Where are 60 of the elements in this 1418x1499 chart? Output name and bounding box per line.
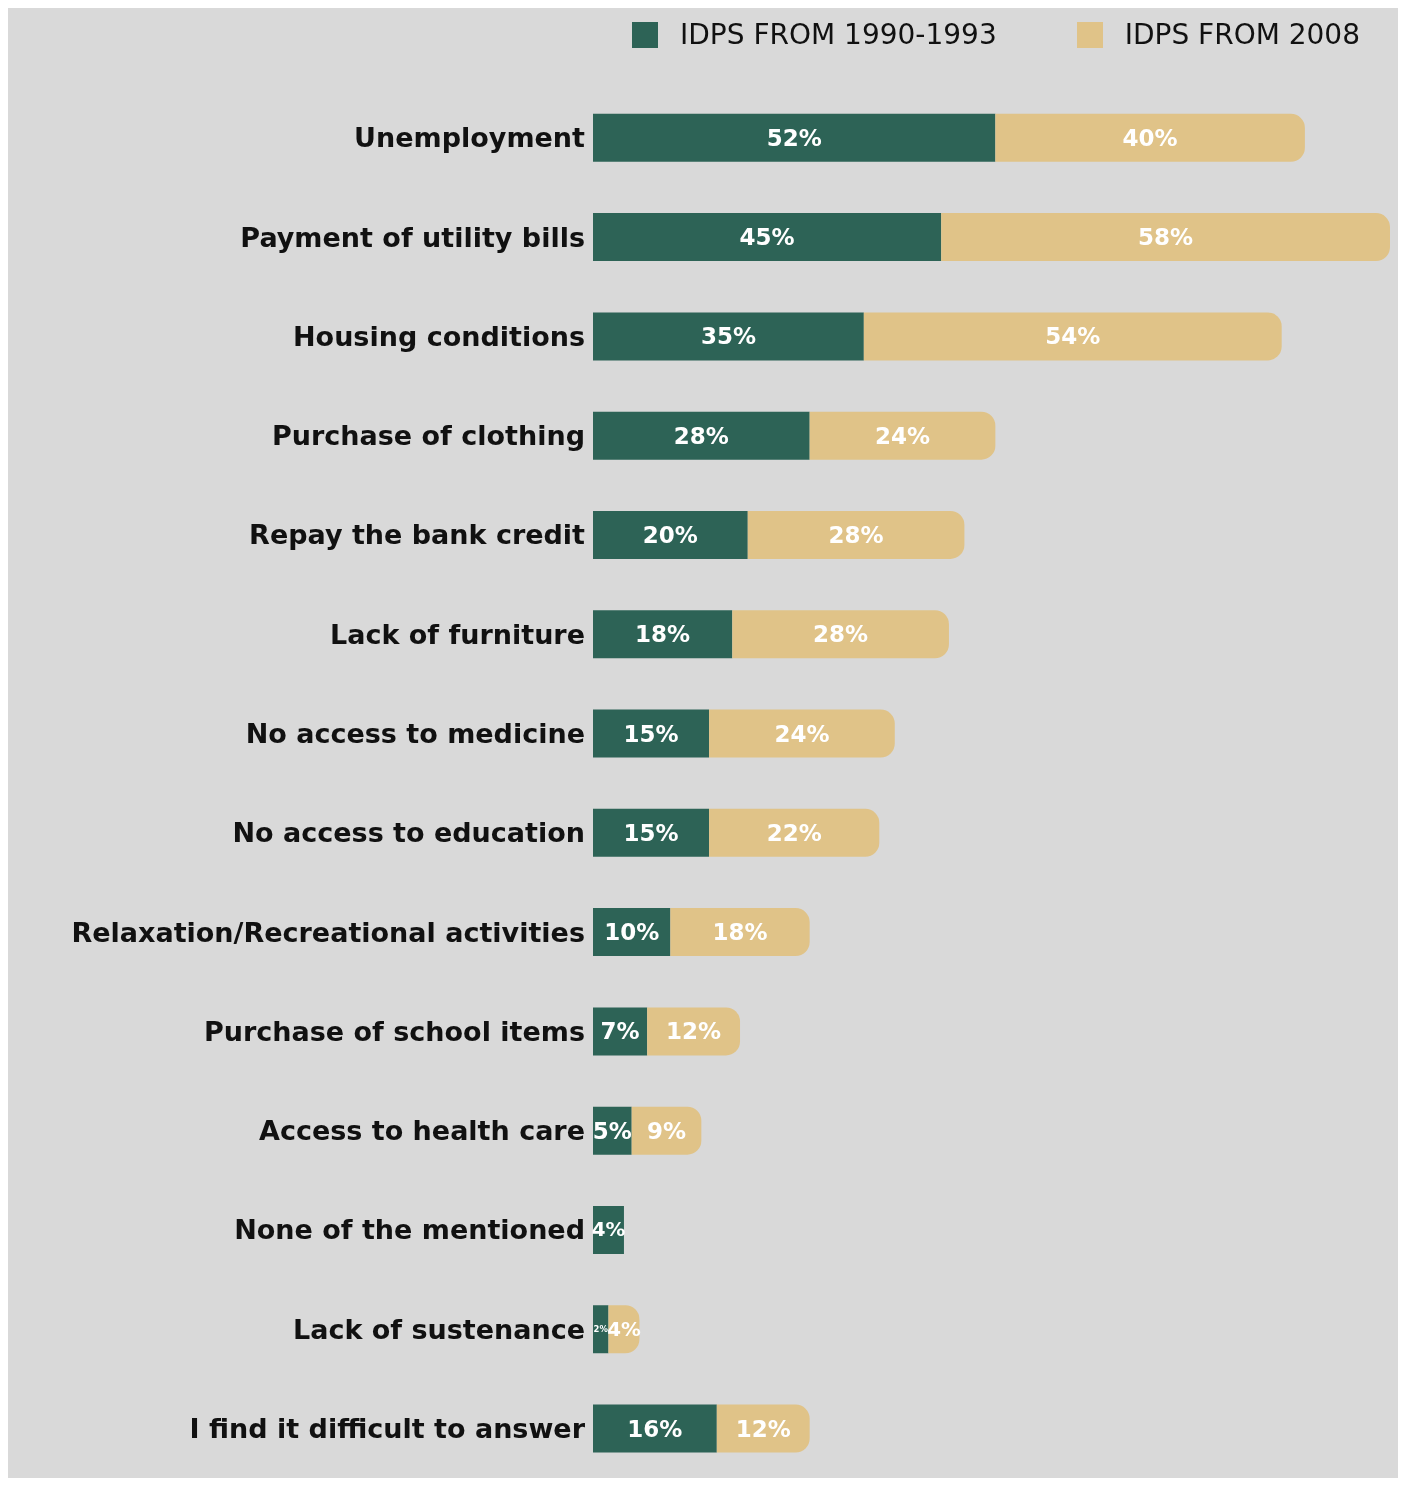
- bar: [593, 411, 810, 460]
- bar: [593, 510, 748, 559]
- y-tick-label: Access to health care: [258, 1115, 585, 1147]
- y-tick-label: Purchase of clothing: [272, 420, 585, 452]
- y-tick-label: Lack of furniture: [330, 618, 585, 650]
- legend-label: IDPS FROM 1990-1993: [680, 18, 997, 51]
- bar: [593, 113, 996, 162]
- data-label: 18%: [712, 919, 768, 946]
- data-label: 28%: [813, 621, 869, 648]
- bar: [670, 908, 810, 957]
- bar: [709, 808, 880, 857]
- y-tick-label: I find it difficult to answer: [189, 1412, 586, 1444]
- data-label: 52%: [766, 124, 822, 151]
- data-label: 28%: [673, 422, 729, 449]
- data-label: 18%: [635, 621, 691, 648]
- y-tick-label: None of the mentioned: [234, 1214, 585, 1246]
- data-label: 15%: [623, 819, 679, 846]
- bar: [593, 709, 710, 758]
- bar: [995, 113, 1305, 162]
- bar: [593, 610, 733, 659]
- data-label: 5%: [592, 1117, 632, 1144]
- data-label: 40%: [1122, 124, 1178, 151]
- bar: [593, 312, 864, 361]
- data-label: 2%: [593, 1324, 609, 1335]
- data-label: 12%: [735, 1415, 791, 1442]
- data-label: 12%: [666, 1018, 722, 1045]
- data-label: 58%: [1138, 224, 1194, 251]
- y-tick-label: Purchase of school items: [204, 1015, 585, 1047]
- data-label: 9%: [646, 1117, 687, 1144]
- data-label: 45%: [739, 224, 795, 251]
- data-label: 4%: [607, 1317, 641, 1341]
- data-label: 28%: [828, 521, 884, 548]
- y-tick-label: Repay the bank credit: [249, 519, 586, 551]
- data-label: 24%: [774, 720, 830, 747]
- y-tick-label: Unemployment: [354, 122, 586, 154]
- bar: [732, 610, 949, 659]
- y-tick-label: No access to education: [232, 817, 585, 849]
- legend-label: IDPS FROM 2008: [1124, 18, 1360, 51]
- bar: [593, 1404, 717, 1453]
- bar: [809, 411, 996, 460]
- data-label: 7%: [600, 1018, 640, 1045]
- bar: [941, 213, 1390, 262]
- y-tick-label: No access to medicine: [245, 717, 585, 749]
- bar: [863, 312, 1282, 361]
- data-label: 10%: [604, 919, 660, 946]
- data-label: 22%: [766, 819, 822, 846]
- bar: [709, 709, 895, 758]
- y-tick-label: Relaxation/Recreational activities: [71, 916, 585, 948]
- bar: [593, 808, 710, 857]
- data-label: 35%: [700, 323, 756, 350]
- bar: [747, 510, 965, 559]
- y-tick-label: Housing conditions: [292, 320, 585, 352]
- bar: [593, 213, 942, 262]
- data-label: 24%: [874, 422, 931, 449]
- data-label: 15%: [623, 720, 679, 747]
- y-tick-label: Payment of utility bills: [240, 221, 585, 253]
- data-label: 54%: [1045, 323, 1101, 350]
- data-label: 20%: [642, 521, 698, 548]
- data-label: 16%: [627, 1415, 683, 1442]
- y-tick-label: Lack of sustenance: [292, 1313, 585, 1345]
